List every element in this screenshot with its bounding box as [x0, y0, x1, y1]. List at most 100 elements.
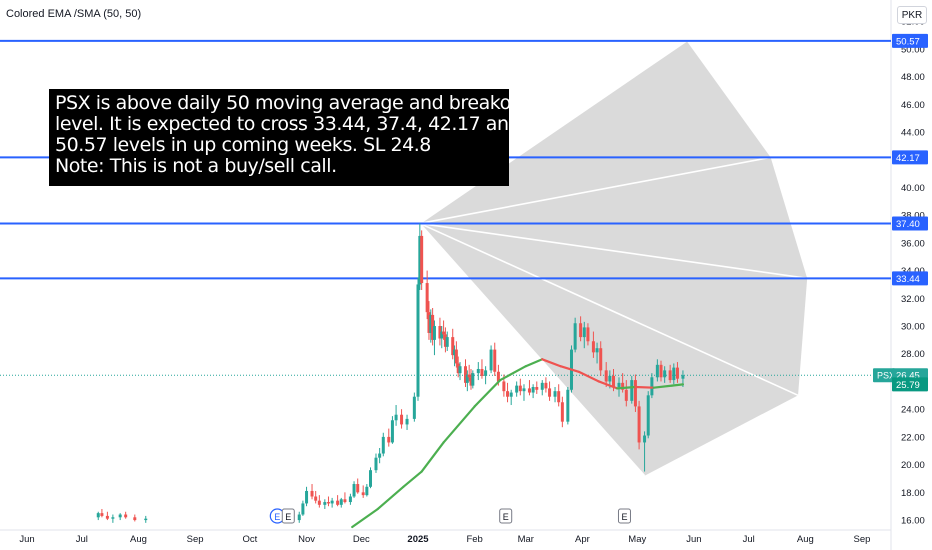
candle-body	[105, 515, 109, 519]
currency-badge[interactable]: PKR	[897, 6, 927, 24]
x-tick-label: May	[628, 534, 646, 545]
candle-body	[476, 368, 480, 374]
y-tick-label: 24.00	[901, 405, 925, 416]
candle-body	[317, 500, 321, 505]
candle-body	[464, 366, 468, 383]
candle-body	[394, 414, 398, 421]
candle-body	[540, 382, 544, 390]
candle-body	[378, 453, 382, 458]
price-badge-label: 26.45	[896, 371, 920, 382]
ma-badge	[892, 377, 928, 392]
ma-segment	[402, 470, 423, 488]
y-tick-label: 38.00	[901, 211, 925, 222]
x-tick-label: Sep	[854, 534, 871, 545]
y-tick-label: 20.00	[901, 460, 925, 471]
candle-body	[330, 500, 334, 504]
earnings-marker	[617, 508, 631, 524]
candle-body	[672, 367, 676, 381]
candle-body	[326, 502, 330, 504]
candle-body	[381, 436, 385, 454]
candle-body	[586, 327, 590, 342]
annotation-box: PSX is above daily 50 moving average and…	[49, 89, 509, 186]
candle-body	[650, 377, 654, 396]
x-tick-label: Jun	[19, 534, 34, 545]
candle-body	[557, 391, 561, 403]
candle-body	[451, 337, 455, 356]
candle-body	[432, 326, 436, 340]
candle-body	[502, 381, 506, 392]
fan-ray	[419, 222, 808, 280]
candle-body	[518, 385, 522, 392]
candle-body	[659, 364, 663, 378]
candle-body	[465, 374, 469, 383]
candle-body	[630, 380, 634, 401]
candle-body	[400, 414, 404, 425]
candle-body	[369, 470, 373, 487]
annotation-line: Note: This is not a buy/sell call.	[55, 155, 337, 177]
candle-body	[668, 370, 672, 381]
x-tick-label: Feb	[466, 534, 482, 545]
candle-body	[343, 499, 347, 503]
candle-body	[429, 314, 433, 333]
fan-ray	[419, 222, 799, 397]
candle-body	[144, 518, 148, 521]
candle-body	[390, 420, 394, 443]
candle-body	[527, 388, 531, 393]
candle-body	[573, 323, 577, 350]
level-badge-label: 37.40	[896, 219, 920, 230]
y-tick-label: 32.00	[901, 294, 925, 305]
y-tick-label: 28.00	[901, 349, 925, 360]
candle-body	[456, 363, 460, 374]
x-tick-label: 2025	[407, 534, 429, 545]
candle-body	[617, 382, 621, 388]
candle-body	[612, 375, 616, 388]
candle-body	[493, 349, 497, 372]
candle-body	[496, 371, 500, 382]
candle-body	[323, 502, 327, 505]
symbol-badge-label: PSX	[877, 371, 895, 381]
candle-body	[566, 389, 570, 422]
ma-segment	[634, 385, 655, 389]
ma-segment	[559, 365, 580, 373]
candle-body	[124, 514, 128, 518]
candle-body	[604, 370, 608, 382]
candle-body	[297, 514, 301, 521]
annotation-line: PSX is above daily 50 moving average and…	[55, 92, 509, 114]
y-tick-label: 46.00	[901, 100, 925, 111]
ma-segment	[541, 358, 562, 368]
candle-body	[522, 388, 526, 392]
x-tick-label: Apr	[575, 534, 590, 545]
x-tick-label: Mar	[518, 534, 534, 545]
y-tick-label: 30.00	[901, 322, 925, 333]
ma-segment	[597, 380, 619, 390]
candle-body	[365, 486, 369, 496]
ma-segment	[376, 485, 405, 511]
level-badge-label: 33.44	[896, 274, 920, 285]
candle-body	[336, 500, 340, 505]
earnings-marker	[499, 508, 513, 524]
ma-segment	[670, 383, 685, 387]
ma-segment	[473, 378, 502, 408]
candle-body	[637, 406, 641, 443]
candle-body	[509, 392, 513, 397]
symbol-badge	[873, 368, 895, 383]
ma-segment	[577, 370, 600, 383]
candle-body	[438, 326, 442, 339]
x-tick-label: Aug	[130, 534, 147, 545]
candle-body	[480, 368, 484, 376]
candle-body	[579, 323, 583, 338]
indicator-label[interactable]: Colored EMA /SMA (50, 50)	[6, 8, 142, 20]
candle-body	[416, 284, 420, 397]
candle-body	[471, 373, 475, 386]
y-tick-label: 22.00	[901, 432, 925, 443]
candle-body	[442, 331, 446, 335]
candle-body	[339, 499, 343, 505]
fan-projection	[419, 40, 808, 476]
candle-body	[453, 349, 457, 356]
x-tick-label: Nov	[298, 534, 315, 545]
fan-ray	[419, 40, 688, 225]
level-badge	[892, 271, 928, 286]
candle-body	[515, 385, 519, 393]
candle-body	[361, 492, 365, 496]
